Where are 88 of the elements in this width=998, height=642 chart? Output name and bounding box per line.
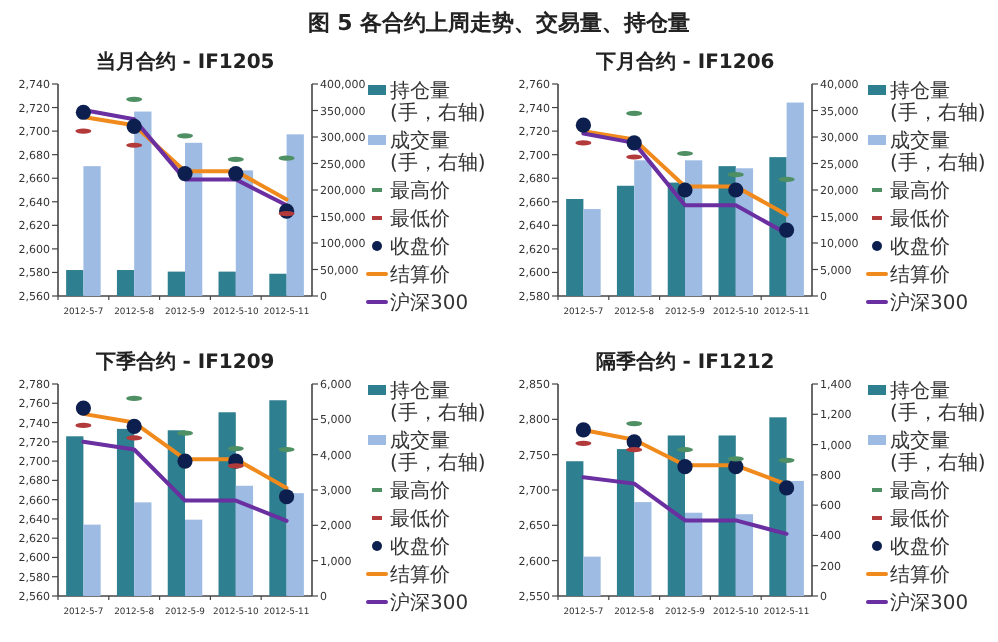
point bbox=[626, 135, 642, 151]
bar bbox=[769, 157, 787, 296]
point bbox=[575, 117, 591, 133]
bar bbox=[235, 170, 254, 296]
bar bbox=[167, 271, 185, 296]
legend-label: 持仓量 (手，右轴) bbox=[390, 79, 486, 125]
point bbox=[75, 104, 91, 120]
legend-label: 结算价 bbox=[390, 563, 450, 587]
legend-label: 收盘价 bbox=[890, 535, 950, 559]
legend-label: 收盘价 bbox=[890, 235, 950, 259]
point bbox=[779, 480, 795, 496]
legend-label: 成交量 (手，右轴) bbox=[890, 429, 986, 475]
bar bbox=[616, 449, 635, 596]
point bbox=[677, 459, 693, 475]
bar bbox=[218, 412, 236, 596]
bar bbox=[66, 270, 84, 296]
legend-label: 最低价 bbox=[390, 207, 450, 231]
legend-label: 结算价 bbox=[890, 563, 950, 587]
bar bbox=[685, 160, 703, 296]
bar bbox=[185, 519, 203, 596]
legend-label: 最高价 bbox=[390, 179, 450, 203]
point bbox=[126, 118, 142, 134]
legend-label: 最高价 bbox=[890, 179, 950, 203]
bar bbox=[616, 185, 635, 296]
legend-label: 成交量 (手，右轴) bbox=[390, 129, 486, 175]
point bbox=[177, 453, 193, 469]
point bbox=[575, 422, 591, 438]
bar bbox=[786, 102, 804, 296]
bar bbox=[685, 512, 703, 596]
legend-label: 最低价 bbox=[890, 507, 950, 531]
bar bbox=[286, 493, 304, 596]
bar bbox=[83, 524, 101, 596]
chart-title: 隔季合约 - IF1212 bbox=[595, 350, 775, 374]
chart-title: 下月合约 - IF1206 bbox=[593, 50, 775, 74]
point bbox=[728, 459, 744, 475]
legend-label: 最低价 bbox=[390, 507, 450, 531]
bar bbox=[634, 160, 652, 296]
point bbox=[177, 165, 193, 182]
legend-label: 最高价 bbox=[890, 479, 950, 503]
bar bbox=[134, 111, 152, 296]
bar bbox=[583, 209, 601, 296]
bar bbox=[134, 502, 152, 596]
point bbox=[279, 489, 295, 505]
legend-label: 沪深300 bbox=[390, 291, 469, 315]
point bbox=[779, 222, 795, 238]
legend-label: 沪深300 bbox=[890, 591, 969, 615]
legend-label: 结算价 bbox=[890, 263, 950, 287]
legend-label: 成交量 (手，右轴) bbox=[390, 429, 486, 475]
bar bbox=[286, 134, 304, 296]
legend-label: 成交量 (手，右轴) bbox=[890, 129, 986, 175]
legend-label: 收盘价 bbox=[390, 535, 450, 559]
chart-title: 下季合约 - IF1209 bbox=[93, 350, 275, 374]
legend-label: 最低价 bbox=[890, 207, 950, 231]
bar bbox=[66, 436, 84, 596]
text: 图 5 各合约上周走势、交易量、持仓量 bbox=[307, 10, 691, 36]
bar bbox=[269, 273, 287, 296]
point bbox=[728, 182, 744, 198]
bar bbox=[735, 514, 754, 596]
point bbox=[126, 418, 142, 434]
legend-label: 持仓量 (手，右轴) bbox=[890, 79, 986, 125]
line-series bbox=[581, 475, 789, 536]
bar bbox=[83, 166, 101, 296]
bar bbox=[667, 435, 685, 596]
bar bbox=[718, 435, 736, 596]
bar bbox=[269, 400, 287, 596]
legend-label: 沪深300 bbox=[390, 591, 469, 615]
bar bbox=[185, 142, 203, 296]
legend-label: 持仓量 (手，右轴) bbox=[390, 379, 486, 425]
bar bbox=[116, 270, 135, 296]
bar bbox=[566, 199, 584, 296]
point bbox=[677, 182, 693, 198]
bar bbox=[786, 480, 804, 596]
bar bbox=[116, 428, 135, 596]
bar bbox=[218, 271, 236, 296]
bar bbox=[566, 461, 584, 596]
line-series bbox=[81, 439, 289, 523]
point bbox=[228, 165, 244, 182]
legend-label: 最高价 bbox=[390, 479, 450, 503]
chart-title: 当月合约 - IF1205 bbox=[95, 50, 275, 74]
legend-label: 收盘价 bbox=[390, 235, 450, 259]
legend-label: 结算价 bbox=[390, 263, 450, 287]
bar bbox=[769, 417, 787, 596]
bar bbox=[634, 502, 652, 596]
point bbox=[75, 400, 91, 416]
legend-label: 沪深300 bbox=[890, 291, 969, 315]
legend-label: 持仓量 (手，右轴) bbox=[890, 379, 986, 425]
bar bbox=[235, 485, 254, 596]
bar bbox=[583, 556, 601, 596]
